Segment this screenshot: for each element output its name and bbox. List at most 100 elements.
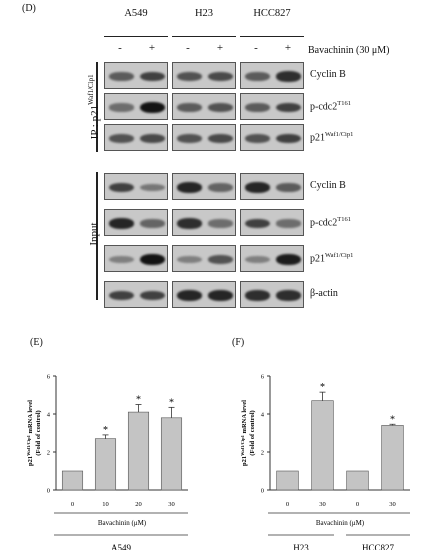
protein-band — [276, 253, 301, 266]
protein-band — [109, 255, 134, 264]
protein-band — [276, 290, 301, 301]
bar — [61, 470, 84, 491]
bar — [346, 470, 369, 491]
lane-sign: - — [254, 42, 258, 54]
input-blot-1-2 — [172, 173, 236, 200]
protein-band — [109, 133, 134, 144]
y-tick-label: 4 — [261, 412, 265, 419]
ip-row-label: p-cdc2T161 — [310, 100, 351, 113]
ip-row-label: p21Waf1/Cip1 — [310, 131, 354, 144]
protein-band — [177, 290, 202, 301]
ip-blot-2-1 — [104, 93, 168, 120]
lane-sign: + — [284, 42, 292, 54]
bar — [381, 425, 404, 491]
cell-line-underline-a549 — [104, 36, 168, 37]
input-blot-4-1 — [104, 281, 168, 308]
y-axis-label-line2: (Fold of control) — [35, 410, 42, 455]
protein-band — [245, 290, 270, 301]
y-axis-label-line2: (Fold of control) — [249, 410, 256, 455]
x-tick-label: 0 — [286, 501, 289, 508]
x-axis-label: Bavachinin (μM) — [98, 519, 147, 527]
protein-band — [140, 133, 165, 144]
y-tick-label: 2 — [47, 450, 50, 457]
ip-bracket — [96, 62, 98, 152]
cell-line-label-hcc827: HCC827 — [253, 8, 291, 19]
y-axis-label: p21Waf1/Cip1 mRNA level — [240, 400, 248, 466]
input-blot-4-2 — [172, 281, 236, 308]
input-blot-3-2 — [172, 245, 236, 272]
ip-blot-2-2 — [172, 93, 236, 120]
ip-blot-1-1 — [104, 62, 168, 89]
protein-band — [208, 183, 233, 192]
protein-band — [177, 255, 202, 264]
y-tick-label: 6 — [47, 374, 51, 381]
protein-band — [245, 133, 270, 144]
bar — [311, 400, 334, 491]
input-row-label: Cyclin B — [310, 180, 346, 191]
panel-f-label: (F) — [232, 337, 245, 348]
protein-band — [140, 101, 165, 114]
lane-sign: - — [118, 42, 122, 54]
chart-e: 0 2 4 6 p21Waf1/Cip1 mRNA level (Fold of cont… — [26, 374, 188, 550]
protein-band — [177, 133, 202, 144]
y-axis-label: p21Waf1/Cip1 mRNA level — [26, 400, 34, 466]
protein-band — [245, 103, 270, 112]
y-tick-label: 6 — [261, 374, 265, 381]
protein-band — [245, 72, 270, 81]
group-label: HCC827 — [362, 543, 395, 550]
x-tick-label: 0 — [356, 501, 359, 508]
bar — [160, 417, 183, 491]
input-blot-2-3 — [240, 209, 304, 236]
significance-mark: * — [103, 425, 108, 436]
protein-band — [109, 290, 134, 301]
input-blot-1-3 — [240, 173, 304, 200]
ip-blot-3-1 — [104, 124, 168, 151]
protein-band — [208, 290, 233, 301]
protein-band — [276, 219, 301, 228]
ip-blot-3-2 — [172, 124, 236, 151]
x-tick-label: 30 — [319, 501, 326, 508]
protein-band — [208, 254, 233, 265]
panel-d-label: (D) — [22, 3, 36, 14]
ip-blot-1-2 — [172, 62, 236, 89]
bar — [276, 470, 299, 491]
cell-line-underline-h23 — [172, 36, 236, 37]
protein-band — [140, 71, 165, 82]
x-tick-label: 10 — [102, 501, 109, 508]
protein-band — [208, 71, 233, 82]
protein-band — [245, 255, 270, 264]
lane-sign: + — [216, 42, 224, 54]
ip-blot-1-3 — [240, 62, 304, 89]
x-tick-label: 0 — [71, 501, 74, 508]
protein-band — [140, 290, 165, 301]
protein-band — [140, 219, 165, 228]
input-blot-2-1 — [104, 209, 168, 236]
protein-band — [109, 182, 134, 193]
ip-label: IP : p21Waf1/Cip1 — [87, 74, 101, 140]
protein-band — [245, 182, 270, 193]
protein-band — [177, 182, 202, 193]
x-axis-label: Bavachinin (μM) — [316, 519, 365, 527]
protein-band — [177, 71, 202, 82]
y-tick-label: 0 — [261, 488, 264, 495]
protein-band — [276, 133, 301, 144]
input-blot-1-1 — [104, 173, 168, 200]
y-tick-label: 4 — [47, 412, 51, 419]
protein-band — [109, 218, 134, 229]
protein-band — [109, 72, 134, 81]
protein-band — [276, 183, 301, 192]
input-blot-2-2 — [172, 209, 236, 236]
treatment-label: Bavachinin (30 μM) — [308, 45, 390, 56]
x-tick-label: 20 — [135, 501, 142, 508]
input-row-label: β-actin — [310, 288, 338, 299]
protein-band — [276, 71, 301, 82]
cell-line-underline-hcc827 — [240, 36, 304, 37]
group-label: H23 — [293, 543, 309, 550]
lane-sign: + — [148, 42, 156, 54]
protein-band — [208, 219, 233, 228]
input-label: Input — [88, 222, 100, 246]
significance-mark: * — [169, 397, 174, 408]
ip-row-label: Cyclin B — [310, 69, 346, 80]
protein-band — [140, 183, 165, 192]
bar — [94, 438, 117, 491]
